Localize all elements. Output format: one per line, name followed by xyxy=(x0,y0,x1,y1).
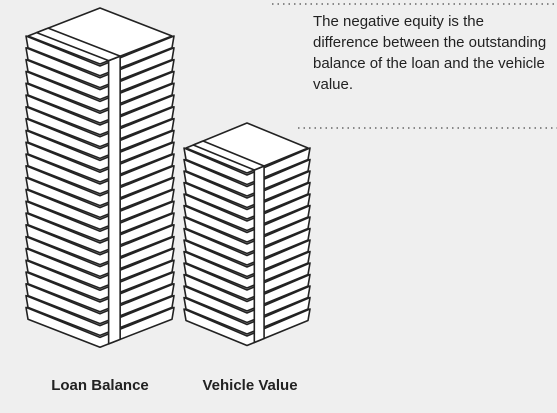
annotation: The negative equity is the difference be… xyxy=(313,11,549,95)
bill-stack xyxy=(26,8,174,347)
stack-label: Loan Balance xyxy=(45,376,155,396)
bill-stack xyxy=(184,123,310,346)
stack-label: Vehicle Value xyxy=(195,376,305,396)
strap xyxy=(254,166,264,343)
strap xyxy=(109,56,121,344)
page: The negative equity is the difference be… xyxy=(0,0,557,413)
